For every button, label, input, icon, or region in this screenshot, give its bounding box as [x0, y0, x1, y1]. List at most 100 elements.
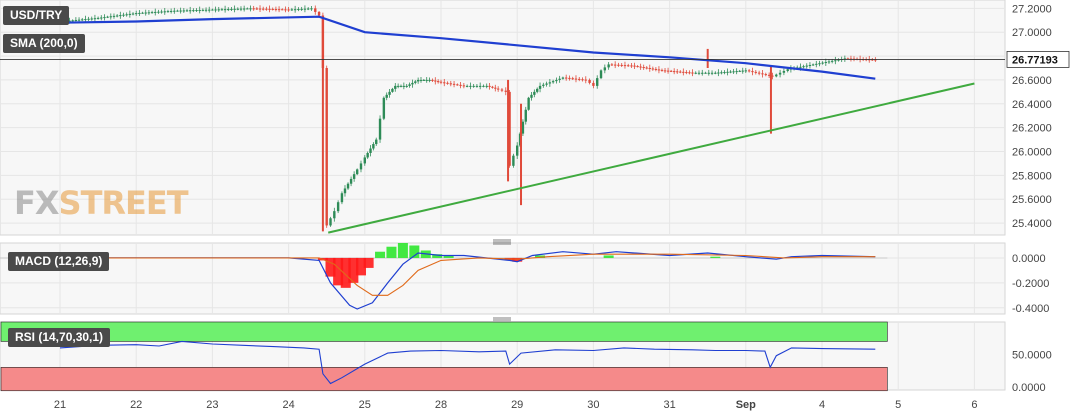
macd-histogram-bar — [512, 257, 523, 262]
candle-body — [610, 64, 614, 66]
candle-body — [405, 85, 408, 87]
candle-body — [542, 84, 545, 86]
candle-body — [414, 81, 417, 83]
candle-body — [735, 71, 738, 73]
macd-histogram-bar — [340, 257, 351, 288]
candle-body — [720, 72, 723, 74]
macd-histogram-bar — [386, 246, 397, 258]
candle-body — [179, 10, 182, 12]
candle-body — [707, 72, 710, 74]
candle-body — [805, 65, 808, 67]
candle-body — [343, 188, 347, 194]
price-tick-label: 26.6000 — [1012, 75, 1052, 87]
candle-body — [694, 72, 697, 74]
candle-body — [778, 72, 782, 75]
price-tick-label: 25.4000 — [1012, 218, 1052, 230]
candle-body — [741, 70, 744, 72]
candle-body — [81, 19, 84, 21]
candle-body — [268, 8, 271, 10]
candle-body — [478, 85, 482, 87]
candle-body — [314, 8, 317, 12]
candle-body — [249, 8, 252, 10]
candle-body — [396, 85, 400, 87]
candle-body — [293, 9, 297, 11]
x-tick-label: 6 — [971, 399, 977, 411]
candle-body — [666, 70, 670, 72]
candle-body — [827, 61, 831, 63]
candle-body — [811, 64, 815, 66]
x-tick-label: 22 — [130, 399, 142, 411]
candle-body — [233, 8, 236, 10]
candle-body — [874, 59, 877, 61]
candle-body — [265, 8, 268, 10]
candle-body — [818, 63, 821, 65]
candle-body — [402, 85, 406, 87]
candle-body — [242, 8, 246, 10]
candle-body — [336, 202, 340, 212]
candle-body — [697, 72, 701, 74]
candle-body — [648, 67, 651, 69]
candle-body — [340, 193, 344, 203]
candle-body — [103, 17, 106, 19]
candle-body — [824, 62, 828, 64]
candle-body — [223, 9, 227, 11]
candle-body — [352, 174, 356, 179]
candle-body — [729, 71, 732, 73]
candle-body — [524, 109, 527, 122]
candle-body — [551, 81, 555, 83]
candle-body — [596, 78, 599, 86]
candle-body — [84, 19, 87, 21]
symbol-label: USD/TRY — [3, 6, 70, 25]
candle-body — [271, 8, 274, 10]
candle-body — [821, 62, 824, 64]
price-tick-label: 27.2000 — [1012, 3, 1052, 15]
candle-body — [157, 11, 160, 13]
macd-indicator-label: MACD (12,26,9) — [8, 252, 110, 271]
candle-body — [147, 12, 151, 14]
candle-body — [399, 85, 403, 87]
candle-body — [74, 19, 78, 21]
candle-body — [764, 74, 768, 76]
candle-body — [176, 10, 179, 12]
candle-body — [255, 8, 259, 10]
macd-histogram-bar — [432, 254, 443, 258]
sma-200-line — [59, 15, 876, 80]
macd-histogram-bar — [535, 255, 546, 258]
macd-tick-label: 0.0000 — [1012, 253, 1046, 265]
candle-body — [488, 85, 491, 87]
candle-body — [723, 72, 726, 74]
candle-body — [672, 71, 676, 73]
candle-body — [475, 85, 479, 87]
candle-body — [135, 13, 138, 15]
rsi-line — [59, 340, 876, 385]
x-tick-label: 25 — [359, 399, 371, 411]
candle-body — [469, 85, 472, 87]
candle-body — [627, 65, 630, 67]
candle-body — [201, 9, 205, 11]
candle-body — [115, 15, 119, 17]
candle-body — [411, 82, 414, 85]
macd-panel — [0, 243, 888, 310]
candle-body — [757, 72, 761, 74]
candle-body — [359, 163, 363, 170]
candle-body — [669, 70, 673, 72]
candle-body — [422, 79, 426, 81]
candle-body — [160, 11, 163, 13]
candle-body — [516, 145, 519, 156]
x-tick-label: 21 — [54, 399, 66, 411]
candle-body — [284, 9, 287, 11]
panel-resize-handles[interactable] — [493, 239, 511, 323]
candle-body — [494, 87, 497, 89]
candle-body — [239, 8, 243, 10]
candle-body — [767, 74, 771, 76]
candle-body — [173, 10, 176, 12]
candle-body — [607, 64, 610, 68]
candle-body — [578, 78, 581, 80]
candle-body — [408, 84, 411, 86]
candle-body — [449, 83, 452, 85]
candle-body — [761, 73, 764, 75]
candle-body — [701, 72, 704, 74]
candle-body — [119, 15, 122, 17]
candle-body — [166, 11, 170, 13]
candle-body — [372, 144, 375, 149]
